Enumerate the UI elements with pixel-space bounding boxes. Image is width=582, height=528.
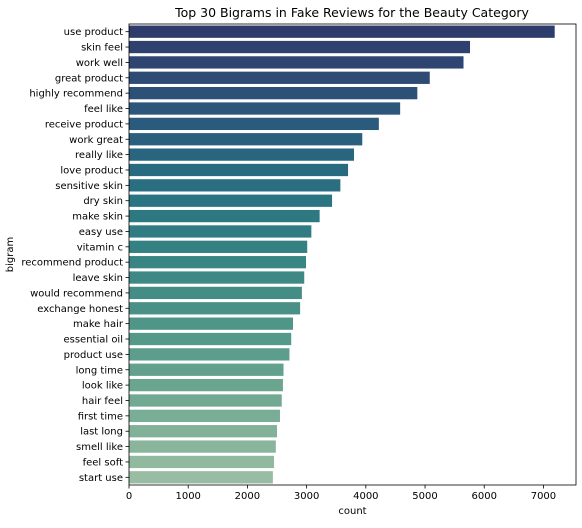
y-tick-label: work well xyxy=(76,58,123,69)
bar xyxy=(129,286,302,300)
y-tick-label: feel like xyxy=(84,104,123,115)
bar xyxy=(129,148,354,161)
x-tick-label: 6000 xyxy=(472,491,497,502)
x-tick-label: 1000 xyxy=(175,491,200,502)
y-tick-label: hair feel xyxy=(82,396,123,407)
y-tick-label: highly recommend xyxy=(29,89,123,100)
x-tick-label: 7000 xyxy=(531,491,556,502)
y-tick-label: leave skin xyxy=(73,273,123,284)
bar xyxy=(129,163,349,177)
bar xyxy=(129,194,333,207)
bars-layer xyxy=(129,25,555,484)
bar xyxy=(129,348,290,361)
y-tick-label: skin feel xyxy=(81,43,123,54)
y-tick-label: recommend product xyxy=(21,258,123,269)
bar xyxy=(129,225,312,238)
y-tick-label: sensitive skin xyxy=(55,181,123,192)
bar xyxy=(129,56,464,69)
y-tick-label: use product xyxy=(64,27,123,38)
y-tick-label: really like xyxy=(75,150,123,161)
bar xyxy=(129,133,363,146)
y-tick-label: would recommend xyxy=(30,288,123,299)
x-tick-label: 0 xyxy=(126,491,132,502)
bar xyxy=(129,317,293,330)
y-axis-label: bigram xyxy=(5,237,16,272)
y-tick-label: smell like xyxy=(76,442,123,453)
y-tick-label: start use xyxy=(79,473,123,484)
y-tick-label: feel soft xyxy=(83,457,123,468)
bar xyxy=(129,363,284,376)
y-tick-label: essential oil xyxy=(63,335,123,346)
x-tick-label: 5000 xyxy=(412,491,437,502)
bar xyxy=(129,378,283,392)
y-tick-label: dry skin xyxy=(83,196,123,207)
y-tick-label: exchange honest xyxy=(37,304,123,315)
chart-title: Top 30 Bigrams in Fake Reviews for the B… xyxy=(174,5,529,20)
y-tick-label: receive product xyxy=(45,119,123,130)
y-tick-label: work great xyxy=(69,135,123,146)
bar xyxy=(129,117,379,131)
x-tick-label: 3000 xyxy=(294,491,319,502)
y-tick-label: product use xyxy=(64,350,123,361)
y-tick-label: make skin xyxy=(72,212,123,223)
bar xyxy=(129,240,308,253)
bar xyxy=(129,71,430,84)
y-tick-label: make hair xyxy=(73,319,124,330)
bar xyxy=(129,179,341,192)
y-tick-label: great product xyxy=(55,73,123,84)
x-tick-labels: 0 1000 2000 3000 4000 5000 6000 7000 xyxy=(126,485,556,502)
y-tick-label: look like xyxy=(82,381,123,392)
y-tick-label: love product xyxy=(60,165,123,176)
x-tick-label: 4000 xyxy=(353,491,378,502)
y-tick-label: vitamin c xyxy=(77,242,123,253)
bar xyxy=(129,455,275,469)
bar xyxy=(129,271,305,284)
bar xyxy=(129,409,280,422)
x-tick-label: 2000 xyxy=(235,491,260,502)
bar xyxy=(129,425,278,438)
bar xyxy=(129,440,276,453)
bar xyxy=(129,302,301,315)
bar xyxy=(129,332,292,346)
y-tick-label: easy use xyxy=(79,227,123,238)
y-tick-labels: use product skin feel work well great produ… xyxy=(21,27,129,484)
y-tick-label: last long xyxy=(80,427,123,438)
bar xyxy=(129,256,307,269)
bar xyxy=(129,394,282,407)
bar xyxy=(129,25,555,38)
bar xyxy=(129,40,471,54)
bar xyxy=(129,102,401,115)
x-axis-label: count xyxy=(338,506,366,517)
bar xyxy=(129,471,273,484)
bar xyxy=(129,209,320,223)
y-tick-label: first time xyxy=(78,411,123,422)
bar xyxy=(129,87,418,100)
y-tick-label: long time xyxy=(76,365,123,376)
plot-frame xyxy=(128,23,577,486)
